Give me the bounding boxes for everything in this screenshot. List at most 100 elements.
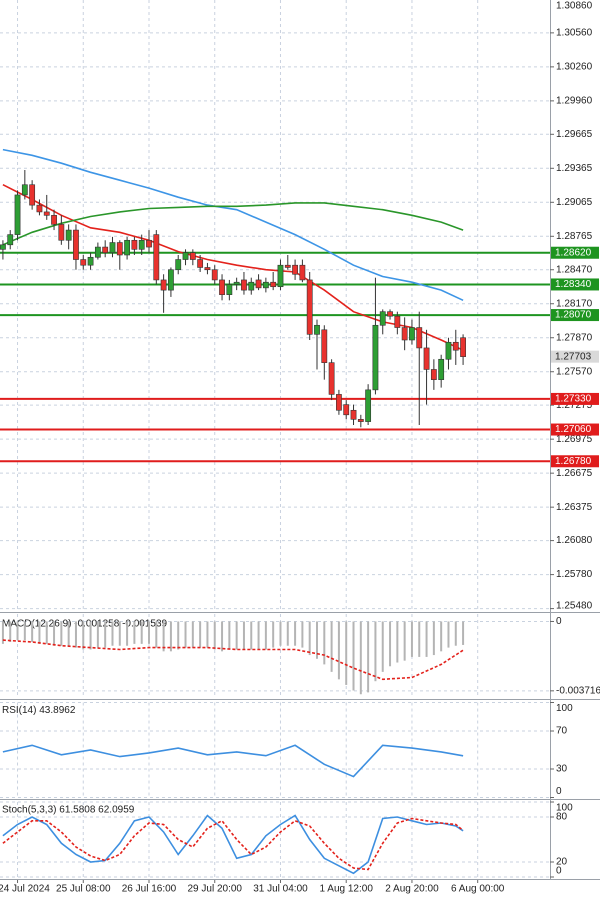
y-tick-label: 1.25780: [556, 569, 593, 580]
candle-body: [94, 246, 101, 258]
y-tick-label: 0: [556, 866, 562, 877]
last-price-label: 1.27703: [555, 351, 592, 362]
candle-body: [197, 259, 204, 268]
candle-body: [43, 211, 50, 216]
indicator-line: [2, 148, 464, 302]
candle-body: [409, 327, 415, 341]
candle-body: [29, 184, 36, 206]
candle-body: [65, 229, 72, 241]
candle-body: [146, 239, 152, 248]
candle-body: [219, 279, 225, 295]
indicator-line: [2, 814, 464, 875]
candle-body: [277, 264, 284, 288]
candle-body: [124, 239, 130, 256]
y-tick-label: -0.003716: [556, 685, 600, 696]
candle-body: [109, 242, 116, 254]
candle-body: [336, 394, 342, 411]
candle-body: [430, 369, 437, 380]
x-tick-label: 2 Aug 20:00: [385, 884, 439, 895]
candle-body: [160, 279, 167, 291]
x-tick-label: 1 Aug 12:00: [320, 884, 374, 895]
y-tick-label: 30: [556, 764, 568, 775]
level-label: 1.28340: [555, 279, 592, 290]
candle-body: [343, 404, 350, 416]
candle-body: [270, 281, 277, 288]
indicator-title: RSI(14) 43.8962: [2, 705, 76, 716]
candle-body: [379, 311, 386, 326]
candle-body: [284, 264, 291, 268]
candle-body: [328, 362, 335, 395]
candle-body: [357, 419, 364, 422]
candle-body: [87, 256, 94, 266]
level-tag: [551, 246, 599, 259]
level-label: 1.26780: [555, 456, 592, 467]
candle-body: [58, 224, 65, 241]
candle-body: [241, 279, 247, 291]
candle-body: [80, 259, 87, 266]
candle-body: [226, 284, 233, 295]
candle-body: [401, 327, 408, 341]
candle-body: [416, 327, 423, 349]
y-tick-label: 1.27570: [556, 366, 593, 377]
indicator-line: [2, 744, 464, 778]
y-tick-label: 80: [556, 812, 568, 823]
candle-body: [321, 329, 328, 363]
candle-body: [460, 337, 466, 357]
candle-body: [233, 281, 240, 285]
candle-body: [131, 239, 138, 250]
candle-body: [255, 279, 262, 289]
level-label: 1.28070: [555, 310, 592, 321]
y-tick-label: 1.25480: [556, 601, 593, 612]
x-tick-label: 24 Jul 2024: [0, 884, 50, 895]
level-label: 1.28620: [555, 247, 592, 258]
level-tag: [551, 423, 599, 436]
last-price-tag: [551, 350, 599, 363]
candle-body: [153, 234, 160, 281]
candle-body: [138, 239, 145, 250]
level-tag: [551, 278, 599, 291]
x-tick-label: 29 Jul 20:00: [187, 884, 242, 895]
candle-body: [14, 194, 21, 235]
candle-body: [36, 204, 43, 213]
level-tag: [551, 455, 599, 468]
level-label: 1.27060: [555, 424, 592, 435]
y-tick-label: 70: [556, 726, 568, 737]
candle-body: [21, 184, 28, 196]
candle-body: [73, 229, 79, 260]
y-tick-label: 1.30560: [556, 28, 593, 39]
y-tick-label: 0: [556, 786, 562, 797]
indicator-line: [2, 639, 464, 681]
y-tick-label: 1.26080: [556, 535, 593, 546]
level-label: 1.27330: [555, 394, 592, 405]
y-tick-label: 100: [556, 703, 573, 714]
candle-body: [314, 324, 320, 335]
candle-body: [262, 281, 269, 289]
y-tick-label: 1.28765: [556, 231, 593, 242]
y-tick-label: 1.29065: [556, 197, 593, 208]
candle-body: [248, 281, 255, 291]
candle-body: [306, 279, 313, 335]
y-tick-label: 1.28170: [556, 298, 593, 309]
candle-body: [116, 242, 123, 256]
candle-body: [204, 267, 211, 271]
candle-body: [365, 389, 372, 422]
y-tick-label: 1.28470: [556, 264, 593, 275]
candle-body: [51, 215, 57, 225]
y-tick-label: 1.29665: [556, 129, 593, 140]
y-tick-label: 0: [556, 616, 562, 627]
y-tick-label: 1.29365: [556, 163, 593, 174]
y-tick-label: 1.26975: [556, 434, 593, 445]
candle-body: [211, 269, 218, 281]
y-tick-label: 20: [556, 857, 568, 868]
candle-body: [292, 264, 298, 275]
y-tick-label: 1.26375: [556, 502, 593, 513]
x-tick-label: 26 Jul 16:00: [122, 884, 177, 895]
y-tick-label: 1.29960: [556, 96, 593, 107]
y-tick-label: 1.30860: [556, 1, 593, 12]
candle-body: [372, 324, 379, 391]
candle-body: [0, 244, 6, 250]
indicator-title: MACD(12,26,9) -0.001258 -0.001539: [2, 619, 168, 630]
x-tick-label: 31 Jul 04:00: [253, 884, 308, 895]
candle-body: [168, 269, 174, 291]
